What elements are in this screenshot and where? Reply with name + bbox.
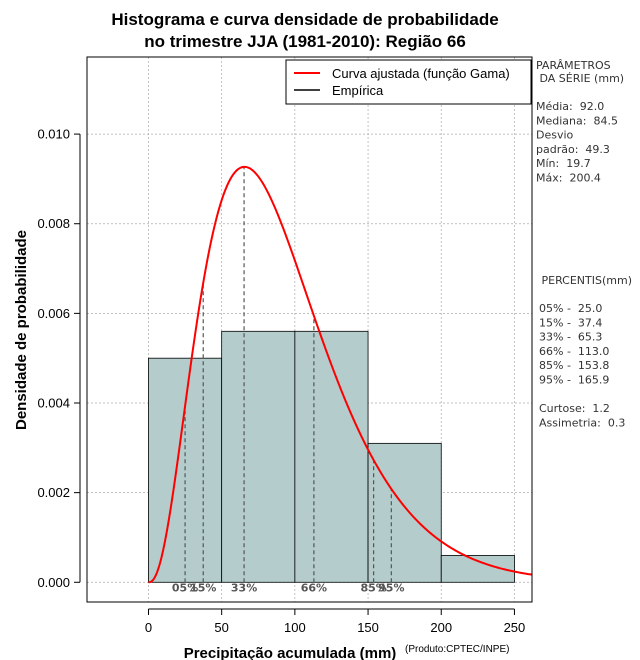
param-line: Mediana: 84.5 [536,114,618,127]
y-tick-label: 0.000 [37,575,70,590]
chart-title-line-1: Histograma e curva densidade de probabil… [111,10,498,29]
params-title-line: DA SÉRIE (mm) [536,72,624,85]
percentile-label: 15% [190,581,216,594]
y-axis-label: Densidade de probabilidade [13,230,30,430]
percentile-label: 05% [172,581,198,594]
percentil-line: 15% - 37.4 [539,316,602,329]
percentile-labels: 05%15% 33% 66% 85%95% [172,581,405,594]
x-axis: 0 50 100 150 200 250 [145,608,526,635]
histogram-bars [148,330,515,583]
param-line: Média: 92.0 [536,100,604,113]
percentile-label: 33% [231,581,257,594]
y-axis: 0.000 0.002 0.004 0.006 0.008 0.010 [37,127,81,590]
chart-title-line-2: no trimestre JJA (1981-2010): Região 66 [144,32,466,51]
y-tick-label: 0.008 [37,216,70,231]
param-line: padrão: 49.3 [536,143,610,156]
x-tick-label: 100 [284,620,306,635]
shape-stat-line: Curtose: 1.2 [539,402,610,415]
percentis-title: PERCENTIS(mm) [538,274,632,287]
x-tick-label: 150 [357,620,379,635]
y-tick-label: 0.004 [37,396,70,411]
percentil-line: 95% - 165.9 [539,374,609,387]
legend-label-curve: Curva ajustada (função Gama) [332,66,510,81]
gamma-curve-group [148,165,533,584]
y-tick-label: 0.006 [37,306,70,321]
y-tick-label: 0.010 [37,127,70,142]
gamma-curve [148,165,533,584]
percentil-line: 66% - 113.0 [539,345,609,358]
gridlines [87,57,532,602]
x-axis-label: Precipitação acumulada (mm) [184,645,397,660]
x-tick-label: 250 [504,620,526,635]
series-stats-panel: PARÂMETROS DA SÉRIE (mm) Média: 92.0Media… [536,59,632,429]
percentile-label: 95% [378,581,404,594]
legend-label-empirical: Empírica [332,83,384,98]
histogram-bar [294,330,369,583]
histogram-bar [221,330,296,583]
legend: Curva ajustada (função Gama) Empírica [285,59,532,105]
percentile-lines [184,166,392,583]
shape-stat-line: Assimetria: 0.3 [539,416,625,429]
histogram-bar [367,442,442,583]
x-tick-label: 200 [430,620,452,635]
params-title-line: PARÂMETROS [536,59,611,72]
y-tick-label: 0.002 [37,485,70,500]
param-line: Máx: 200.4 [536,172,601,185]
percentil-line: 33% - 65.3 [539,331,602,344]
x-tick-label: 50 [214,620,228,635]
param-line: Desvio [536,129,574,142]
legend-box [285,59,532,105]
plot-frame [86,56,533,603]
product-credit: (Produto:CPTEC/INPE) [405,644,509,655]
param-line: Mín: 19.7 [536,157,591,170]
x-tick-label: 0 [145,620,152,635]
percentile-label: 85% [360,581,386,594]
percentil-line: 85% - 153.8 [539,359,609,372]
percentil-line: 05% - 25.0 [539,302,602,315]
percentile-label: 66% [301,581,327,594]
